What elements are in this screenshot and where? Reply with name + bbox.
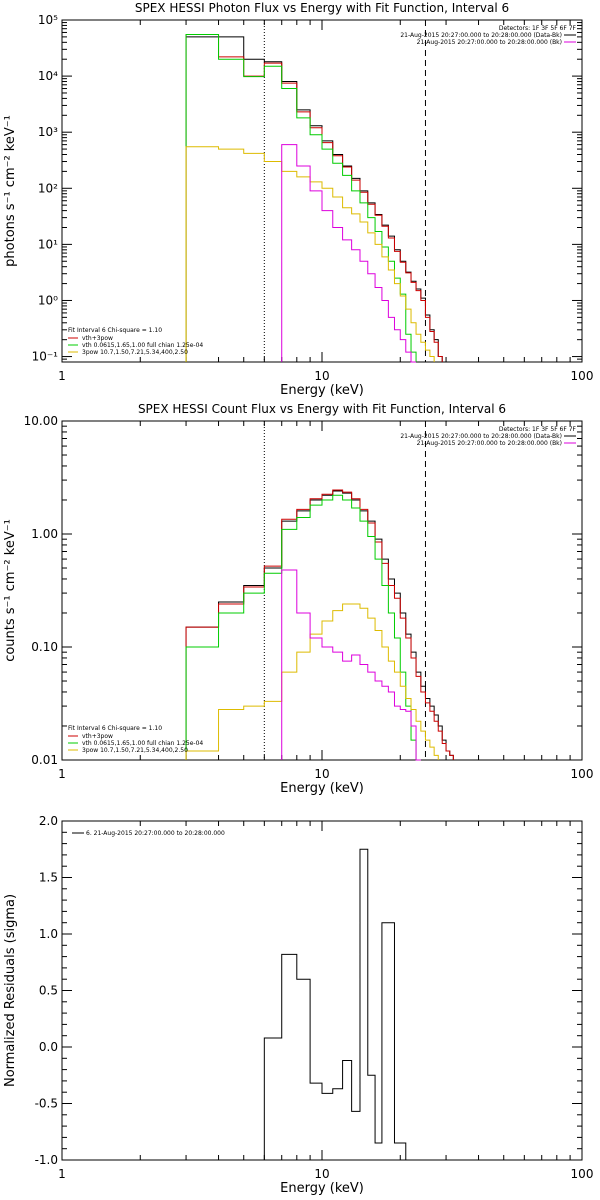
series-line-vth3pow [185,34,443,362]
x-axis-label: Energy (keV) [280,383,364,398]
y-tick-label: 10⁰ [38,293,58,307]
x-tick-label: 1 [58,369,66,383]
legend-fit-title: Fit Interval 6 Chi-square = 1.10 [68,725,162,732]
y-tick-label: 10⁴ [38,69,58,83]
x-tick-label: 100 [571,369,594,383]
legend-detectors: Detectors: 1F 3F 5F 6F 7F [499,426,577,433]
y-tick-label: 1.0 [39,927,58,941]
series-line-vth [185,34,417,362]
legend-entry: 3pow 10.7,1.50,7.21,5.34,400,2.50 [82,349,188,356]
y-tick-label: 0.0 [39,1040,58,1054]
y-tick-label: 0.01 [31,753,58,767]
y-axis-label: Normalized Residuals (sigma) [3,894,18,1087]
y-tick-label: 10² [38,181,58,195]
x-tick-label: 10 [314,369,329,383]
series-line-magenta [281,144,417,363]
y-tick-label: 0.5 [39,984,58,998]
legend-entry: 3pow 10.7,1.50,7.21,5.34,400,2.50 [82,747,188,754]
y-tick-label: 10⁵ [38,13,58,27]
legend-entry: 21-Aug-2015 20:27:00.000 to 20:28:00.000… [417,39,562,46]
x-tick-label: 1 [58,767,66,781]
x-tick-label: 10 [314,1167,329,1181]
chart-title-0: SPEX HESSI Photon Flux vs Energy with Fi… [135,1,509,15]
chart-title-1: SPEX HESSI Count Flux vs Energy with Fit… [138,402,506,416]
legend-entry: 21-Aug-2015 20:27:00.000 to 20:28:00.000… [400,32,562,39]
legend-entry: vth 0.0615,1.65,1.00 full chian 1.25e-04 [82,740,203,747]
y-axis-label: photons s⁻¹ cm⁻² keV⁻¹ [3,115,18,267]
legend-entry: 21-Aug-2015 20:27:00.000 to 20:28:00.000… [400,433,562,440]
legend-entry: vth 0.0615,1.65,1.00 full chian 1.25e-04 [82,342,203,349]
plot-frame-2 [61,820,583,1161]
series-line-6 [263,848,417,1161]
y-tick-label: 1.5 [39,871,58,885]
series-line-vth3pow [185,489,454,760]
legend-entry: vth+3pow [82,335,113,342]
x-tick-label: 100 [571,767,594,781]
x-tick-label: 1 [58,1167,66,1181]
y-tick-label: 2.0 [39,814,58,828]
series-line-magenta [281,569,421,761]
legend-entry: 21-Aug-2015 20:27:00.000 to 20:28:00.000… [417,440,562,447]
series-line-black [185,36,443,362]
y-tick-label: -1.0 [35,1153,58,1167]
legend-entry: 6. 21-Aug-2015 20:27:00.000 to 20:28:00.… [86,830,225,837]
y-tick-label: 10¹ [38,237,58,251]
y-axis-label: counts s⁻¹ cm⁻² keV⁻¹ [3,519,18,662]
legend-entry: vth+3pow [82,733,113,740]
y-tick-label: 10⁻¹ [32,350,59,364]
y-tick-label: 1.00 [31,527,58,541]
series-line-3pow [185,603,439,760]
y-tick-label: 10³ [38,125,58,139]
plot-frame-1 [61,420,583,761]
legend-detectors: Detectors: 1F 3F 5F 6F 7F [499,25,577,32]
legend-fit-title: Fit Interval 6 Chi-square = 1.10 [68,327,162,334]
x-tick-label: 100 [571,1167,594,1181]
series-line-vth [185,494,421,761]
x-axis-label: Energy (keV) [280,1181,364,1196]
x-tick-label: 10 [314,767,329,781]
y-tick-label: 0.10 [31,640,58,654]
y-tick-label: -0.5 [35,1097,58,1111]
x-axis-label: Energy (keV) [280,781,364,796]
series-line-black [185,490,454,760]
y-tick-label: 10.00 [24,414,58,428]
